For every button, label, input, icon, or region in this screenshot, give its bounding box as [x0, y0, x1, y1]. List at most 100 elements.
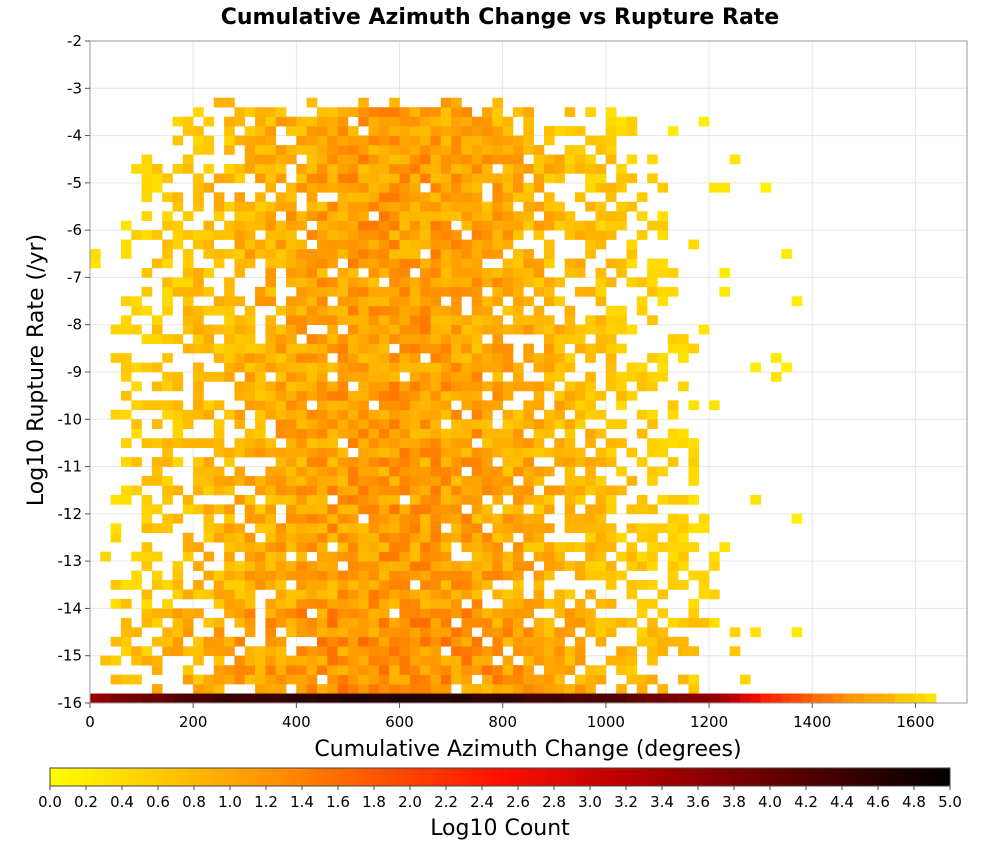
heatmap-cell	[399, 390, 411, 401]
heatmap-cell	[451, 286, 462, 297]
heatmap-cell	[574, 617, 586, 628]
heatmap-cell	[513, 551, 524, 562]
colorbar: 0.0 0.2 0.4 0.6 0.8 1.0 1.2 1.4 1.6 1.8 2.0 2.2 2.4 2…	[38, 767, 962, 811]
heatmap-cell	[409, 353, 421, 363]
heatmap-cell	[172, 457, 184, 467]
heatmap-cell	[409, 390, 421, 401]
heatmap-cell	[616, 617, 627, 628]
heatmap-cell	[182, 305, 194, 316]
heatmap-cell	[306, 267, 318, 278]
heatmap-cell	[482, 362, 493, 373]
heatmap-cell	[523, 542, 534, 552]
heatmap-cell	[389, 532, 400, 543]
heatmap-cell	[182, 646, 194, 657]
heatmap-cell	[585, 551, 596, 562]
heatmap-cell	[358, 665, 369, 675]
heatmap-cell	[368, 684, 380, 694]
heatmap-cell	[688, 523, 700, 534]
heatmap-cell	[513, 513, 524, 524]
heatmap-cell	[234, 315, 246, 326]
heatmap-cell	[358, 646, 369, 657]
heatmap-cell	[678, 334, 689, 344]
heatmap-cell	[657, 296, 669, 307]
heatmap-cell	[471, 636, 483, 647]
heatmap-cell	[182, 286, 194, 297]
heatmap-cell	[513, 409, 524, 420]
heatmap-cell	[389, 419, 400, 430]
heatmap-cell	[316, 201, 328, 212]
heatmap-cell	[420, 343, 431, 354]
heatmap-cell	[265, 258, 277, 269]
heatmap-cell	[409, 409, 421, 420]
heatmap-cell	[399, 608, 411, 619]
heatmap-cell	[585, 428, 596, 439]
heatmap-cell	[574, 608, 586, 619]
heatmap-cell	[275, 561, 287, 571]
heatmap-cell	[543, 636, 555, 647]
heatmap-cell	[409, 636, 421, 647]
heatmap-cell	[636, 428, 648, 439]
heatmap-cell	[306, 494, 318, 505]
heatmap-cell	[244, 598, 256, 609]
heatmap-cell	[698, 580, 710, 590]
heatmap-cell	[399, 513, 411, 524]
heatmap-cell	[502, 135, 514, 146]
heatmap-cell	[595, 570, 607, 581]
heatmap-cell	[255, 476, 266, 486]
heatmap-cell	[471, 249, 483, 259]
heatmap-cell	[327, 447, 338, 458]
heatmap-cell	[399, 258, 411, 269]
heatmap-cell	[368, 665, 380, 675]
heatmap-cell	[378, 372, 390, 382]
heatmap-cell	[440, 627, 452, 638]
heatmap-cell	[151, 182, 163, 193]
heatmap-cell	[120, 315, 132, 326]
heatmap-cell	[286, 239, 297, 250]
heatmap-cell	[461, 617, 473, 628]
heatmap-cell	[244, 494, 256, 505]
heatmap-cell	[286, 438, 297, 448]
heatmap-cell	[554, 220, 565, 231]
heatmap-cell	[440, 494, 452, 505]
heatmap-cell	[471, 551, 483, 562]
heatmap-cell	[471, 447, 483, 458]
heatmap-cell	[564, 627, 576, 638]
heatmap-cell	[193, 381, 204, 392]
heatmap-cell	[358, 485, 369, 496]
heatmap-cell	[667, 334, 679, 344]
heatmap-cell	[471, 277, 483, 288]
heatmap-cell	[265, 476, 277, 486]
heatmap-cell	[595, 636, 607, 647]
heatmap-cell	[440, 343, 452, 354]
heatmap-cell	[172, 589, 184, 600]
heatmap-cell	[430, 494, 442, 505]
heatmap-cell	[203, 589, 215, 600]
heatmap-cell	[605, 211, 617, 221]
heatmap-cell	[482, 542, 493, 552]
heatmap-cell	[337, 655, 349, 666]
heatmap-cell	[347, 372, 359, 382]
y-tick-label: -7	[67, 268, 82, 286]
heatmap-cell	[678, 580, 689, 590]
heatmap-cell	[440, 428, 452, 439]
heatmap-cell	[513, 372, 524, 382]
heatmap-cell	[275, 192, 287, 203]
heatmap-cell	[151, 684, 163, 694]
heatmap-cell	[234, 334, 246, 344]
heatmap-cell	[523, 258, 534, 269]
heatmap-cell	[543, 343, 555, 354]
heatmap-cell	[554, 561, 565, 571]
heatmap-cell	[533, 438, 545, 448]
heatmap-cell	[378, 589, 390, 600]
heatmap-cell	[647, 372, 658, 382]
heatmap-cell	[368, 589, 380, 600]
heatmap-cell	[316, 561, 328, 571]
heatmap-cell	[296, 296, 307, 307]
heatmap-cell	[430, 220, 442, 231]
heatmap-cell	[234, 476, 246, 486]
heatmap-cell	[234, 665, 246, 675]
colorbar-tick-label: 3.4	[650, 793, 674, 811]
heatmap-cell	[265, 466, 277, 477]
heatmap-cell	[399, 561, 411, 571]
heatmap-cell	[347, 182, 359, 193]
